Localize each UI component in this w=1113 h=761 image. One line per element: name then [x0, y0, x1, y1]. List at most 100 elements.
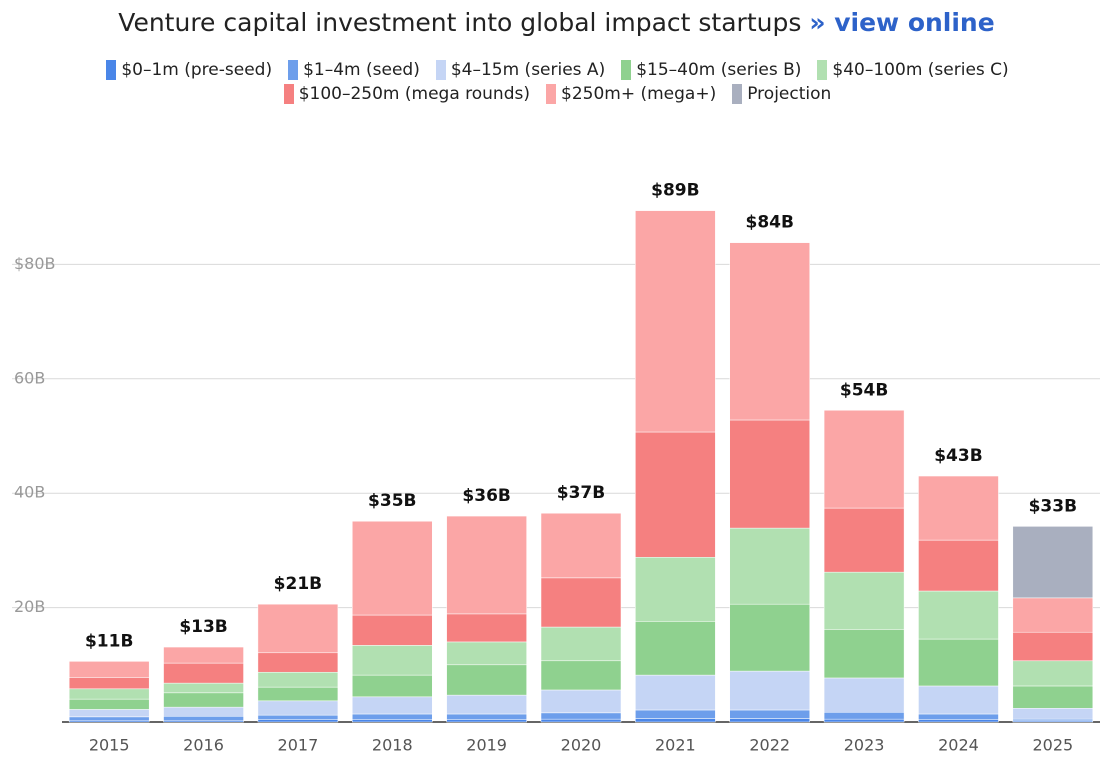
legend-swatch	[283, 84, 294, 104]
bar-segment	[68, 688, 150, 700]
bar-segment	[446, 515, 527, 615]
bar-segment	[823, 712, 905, 720]
bar-segment	[352, 614, 433, 646]
bar-segment	[1012, 718, 1094, 722]
bar-segment	[729, 242, 810, 421]
bar-segment	[1012, 660, 1094, 687]
title-bar: Venture capital investment into global i…	[0, 8, 1113, 37]
x-tick-label: 2025	[1032, 736, 1073, 755]
legend-swatch	[732, 84, 743, 104]
total-label: $35B	[368, 491, 416, 511]
legend-item: $40–100m (series C)	[817, 60, 1009, 80]
bar-segment	[918, 638, 999, 687]
bar-segment	[446, 664, 527, 696]
legend-item: $250m+ (mega+)	[546, 84, 716, 104]
total-label: $89B	[651, 181, 699, 201]
legend-swatch	[817, 60, 828, 80]
legend-label: $1–4m (seed)	[303, 60, 420, 80]
bar-segment	[1012, 708, 1094, 720]
bar-segment	[635, 431, 716, 558]
total-label: $11B	[85, 631, 133, 651]
total-label: $43B	[934, 446, 982, 466]
bar-segment	[823, 507, 905, 573]
bar-segment	[257, 671, 339, 688]
bar-segment	[352, 520, 433, 616]
bar-segment	[68, 661, 150, 678]
view-online-link[interactable]: » view online	[809, 8, 995, 37]
bar-segment	[918, 539, 999, 592]
x-tick-label: 2021	[655, 736, 696, 755]
x-tick-label: 2015	[89, 736, 130, 755]
bar-segment	[68, 716, 150, 721]
bar-segment	[257, 652, 339, 673]
bar-segment	[635, 621, 716, 676]
bar-segment	[68, 709, 150, 718]
bar-segment	[257, 603, 339, 654]
bar-segment	[446, 694, 527, 715]
bar-segment	[163, 682, 244, 694]
y-tick-label: $80B	[14, 254, 56, 273]
bar-segment	[823, 629, 905, 679]
bar-segment	[257, 719, 339, 723]
legend-swatch	[435, 60, 446, 80]
bar-segment	[352, 645, 433, 676]
bar-segment	[352, 696, 433, 715]
total-label: $54B	[840, 380, 888, 400]
bar-segment	[918, 713, 999, 720]
legend-label: $100–250m (mega rounds)	[298, 84, 530, 104]
bar-segment	[729, 603, 810, 672]
x-tick-label: 2022	[749, 736, 790, 755]
legend-label: $40–100m (series C)	[832, 60, 1009, 80]
bar-segment	[918, 719, 999, 723]
legend-item: $1–4m (seed)	[288, 60, 420, 80]
bar-segment	[352, 674, 433, 698]
bar-segment	[257, 700, 339, 716]
x-tick-label: 2020	[561, 736, 602, 755]
x-tick-label: 2023	[844, 736, 885, 755]
bar-segment	[729, 718, 810, 723]
x-tick-label: 2018	[372, 736, 413, 755]
y-tick-label: 20B	[14, 597, 45, 616]
bar-segment	[823, 718, 905, 723]
legend-swatch	[106, 60, 117, 80]
total-label: $84B	[746, 213, 794, 233]
bar-segment	[352, 719, 433, 723]
bar-segment	[163, 646, 244, 664]
bar-segment	[823, 571, 905, 630]
legend-item: Projection	[732, 84, 831, 104]
bar-segment	[446, 713, 527, 720]
bar-segment	[729, 527, 810, 605]
bar-segment	[1012, 597, 1094, 633]
bar-segment	[163, 706, 244, 717]
bar-segment	[635, 557, 716, 622]
legend-item: $4–15m (series A)	[435, 60, 605, 80]
legend-item: $15–40m (series B)	[621, 60, 801, 80]
chart-title: Venture capital investment into global i…	[118, 8, 802, 37]
bar-segment	[918, 475, 999, 541]
bar-segment	[918, 590, 999, 640]
bar-segment	[446, 613, 527, 643]
bar-segment	[257, 714, 339, 720]
bar-segment	[540, 712, 622, 720]
bar-segment	[635, 709, 716, 719]
bar-segment	[823, 677, 905, 713]
x-tick-label: 2024	[938, 736, 979, 755]
legend-label: Projection	[747, 84, 832, 104]
bar-segment	[540, 660, 622, 691]
legend-item: $100–250m (mega rounds)	[283, 84, 530, 104]
y-tick-label: 60B	[14, 368, 45, 387]
bar-segment	[729, 419, 810, 529]
bar-segment	[540, 577, 622, 628]
legend: $0–1m (pre-seed) $1–4m (seed) $4–15m (seri…	[15, 60, 1100, 104]
bar-segment	[1012, 631, 1094, 662]
legend-label: $250m+ (mega+)	[561, 84, 717, 104]
total-label: $13B	[179, 617, 227, 637]
x-tick-label: 2017	[278, 736, 319, 755]
bar-segment	[635, 674, 716, 711]
legend-item: $0–1m (pre-seed)	[106, 60, 272, 80]
total-label: $33B	[1029, 496, 1077, 516]
bar-segment	[635, 210, 716, 433]
bar-segment	[257, 686, 339, 702]
total-label: $36B	[462, 486, 510, 506]
